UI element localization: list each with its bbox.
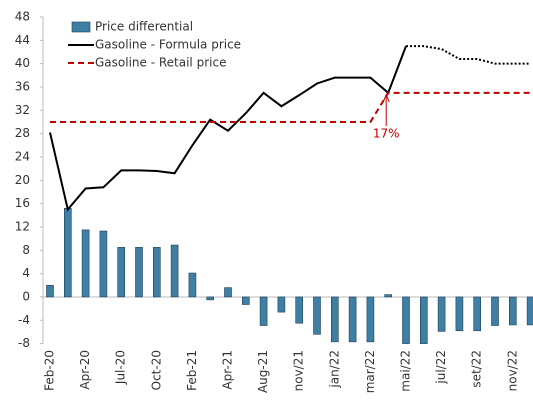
line	[49, 45, 407, 212]
bar	[277, 296, 286, 313]
x-tick-label: nov/21	[292, 350, 306, 391]
bar	[99, 230, 108, 298]
bar	[526, 296, 533, 326]
y-tick-label: 24	[15, 149, 30, 163]
bar	[419, 296, 428, 344]
x-tick-label: nov/22	[505, 350, 519, 391]
bar	[117, 247, 125, 298]
x-tick-label: Apr-21	[221, 350, 235, 390]
y-tick-label: 20	[15, 173, 30, 187]
y-tick-label: 8	[22, 243, 30, 257]
bar	[206, 296, 214, 301]
bar	[259, 296, 268, 326]
bar	[508, 296, 517, 326]
y-tick-label: 32	[15, 103, 30, 117]
y-tick-label: 12	[15, 219, 30, 233]
y-tick-label: 40	[15, 56, 30, 70]
y-tick-label: 4	[22, 266, 30, 280]
bar	[402, 296, 410, 344]
bar	[455, 296, 464, 332]
annotation: 17%	[373, 127, 400, 141]
x-tick-label: Feb-21	[185, 350, 199, 391]
legend-label: Gasoline - Formula price	[95, 38, 241, 52]
bar	[330, 296, 339, 343]
x-tick-label: Apr-20	[78, 350, 92, 390]
x-tick-label: Aug-21	[256, 350, 270, 393]
y-tick-label: 44	[15, 33, 30, 47]
x-tick-label: mar/22	[363, 350, 377, 393]
x-tick-label: Oct-20	[149, 350, 163, 390]
bar	[295, 296, 304, 324]
bar	[46, 284, 54, 298]
annotation-arrowhead	[382, 93, 390, 103]
x-tick-label: set/22	[470, 350, 484, 388]
bar	[81, 229, 90, 298]
bar	[384, 294, 393, 298]
y-tick-label: 36	[15, 79, 30, 93]
bar	[64, 207, 72, 298]
y-tick-label: 16	[15, 196, 30, 210]
legend-label: Price differential	[95, 20, 193, 34]
legend-label: Gasoline - Retail price	[95, 56, 226, 70]
y-tick-label: -4	[18, 313, 30, 327]
x-tick-label: jul/22	[434, 350, 448, 385]
bar	[473, 296, 482, 332]
x-tick-label: Jul-20	[114, 350, 128, 385]
x-tick-label: Feb-20	[43, 350, 57, 391]
legend-swatch	[71, 21, 91, 33]
y-tick-label: -8	[18, 336, 30, 350]
bar	[224, 287, 232, 298]
x-tick-label: jan/22	[327, 350, 341, 389]
bar	[348, 296, 357, 343]
y-tick-label: 28	[15, 126, 30, 140]
bar	[366, 296, 375, 343]
y-tick-label: 48	[15, 10, 30, 24]
bar	[153, 247, 161, 298]
bar	[242, 296, 250, 305]
bar	[491, 296, 499, 326]
bar	[170, 244, 179, 298]
bar	[135, 247, 143, 298]
bar	[313, 296, 321, 335]
bar	[437, 296, 446, 332]
x-tick-label: mai/22	[399, 350, 413, 392]
line	[50, 91, 531, 123]
line	[406, 45, 531, 65]
bar	[188, 272, 197, 298]
y-tick-label: 0	[22, 289, 30, 303]
